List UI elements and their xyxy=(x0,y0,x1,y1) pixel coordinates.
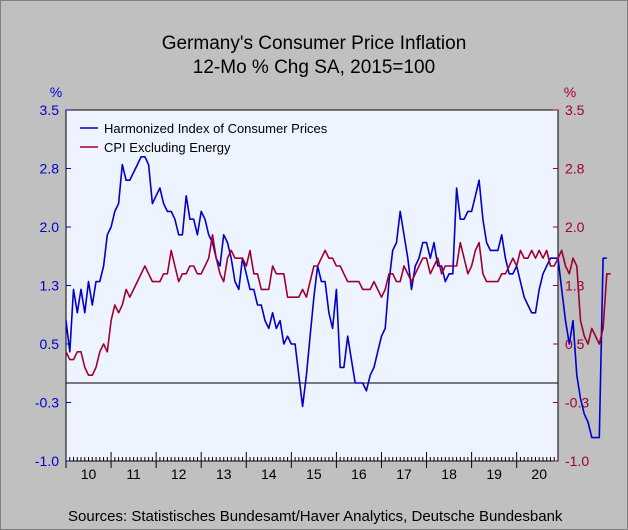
left-tick-label: 3.5 xyxy=(40,102,60,118)
right-tick-label: 2.0 xyxy=(565,219,585,235)
right-axis-unit: % xyxy=(564,84,576,100)
x-tick-label: 20 xyxy=(531,466,547,482)
x-tick-label: 10 xyxy=(81,466,97,482)
x-tick-label: 11 xyxy=(126,466,141,482)
right-tick-label: -1.0 xyxy=(565,453,589,469)
x-tick-label: 16 xyxy=(351,466,367,482)
left-tick-label: 0.5 xyxy=(40,336,60,352)
source-note: Sources: Statistisches Bundesamt/Haver A… xyxy=(68,508,563,525)
left-tick-label: -0.3 xyxy=(35,395,59,411)
x-tick-label: 18 xyxy=(441,466,457,482)
right-tick-label: -0.3 xyxy=(565,395,589,411)
left-tick-label: 1.3 xyxy=(40,278,60,294)
right-tick-label: 2.8 xyxy=(565,161,585,177)
legend-label: Harmonized Index of Consumer Prices xyxy=(104,121,328,136)
right-tick-label: 3.5 xyxy=(565,102,585,118)
left-tick-label: 2.8 xyxy=(40,161,60,177)
plot-area xyxy=(65,109,559,462)
x-tick-label: 17 xyxy=(396,466,412,482)
left-tick-label: 2.0 xyxy=(40,219,60,235)
x-tick-label: 14 xyxy=(261,466,277,482)
legend-label: CPI Excluding Energy xyxy=(104,140,231,155)
core-cpi-line xyxy=(65,234,611,377)
x-tick-label: 13 xyxy=(216,466,232,482)
left-tick-label: -1.0 xyxy=(35,453,59,469)
chart-title: Germany's Consumer Price Inflation xyxy=(161,33,467,54)
left-axis-unit: % xyxy=(50,84,62,100)
right-tick-label: 1.3 xyxy=(565,278,585,294)
x-tick-label: 19 xyxy=(486,466,502,482)
x-tick-label: 12 xyxy=(171,466,187,482)
x-tick-label: 15 xyxy=(306,466,322,482)
chart-subtitle: 12-Mo % Chg SA, 2015=100 xyxy=(192,57,436,78)
